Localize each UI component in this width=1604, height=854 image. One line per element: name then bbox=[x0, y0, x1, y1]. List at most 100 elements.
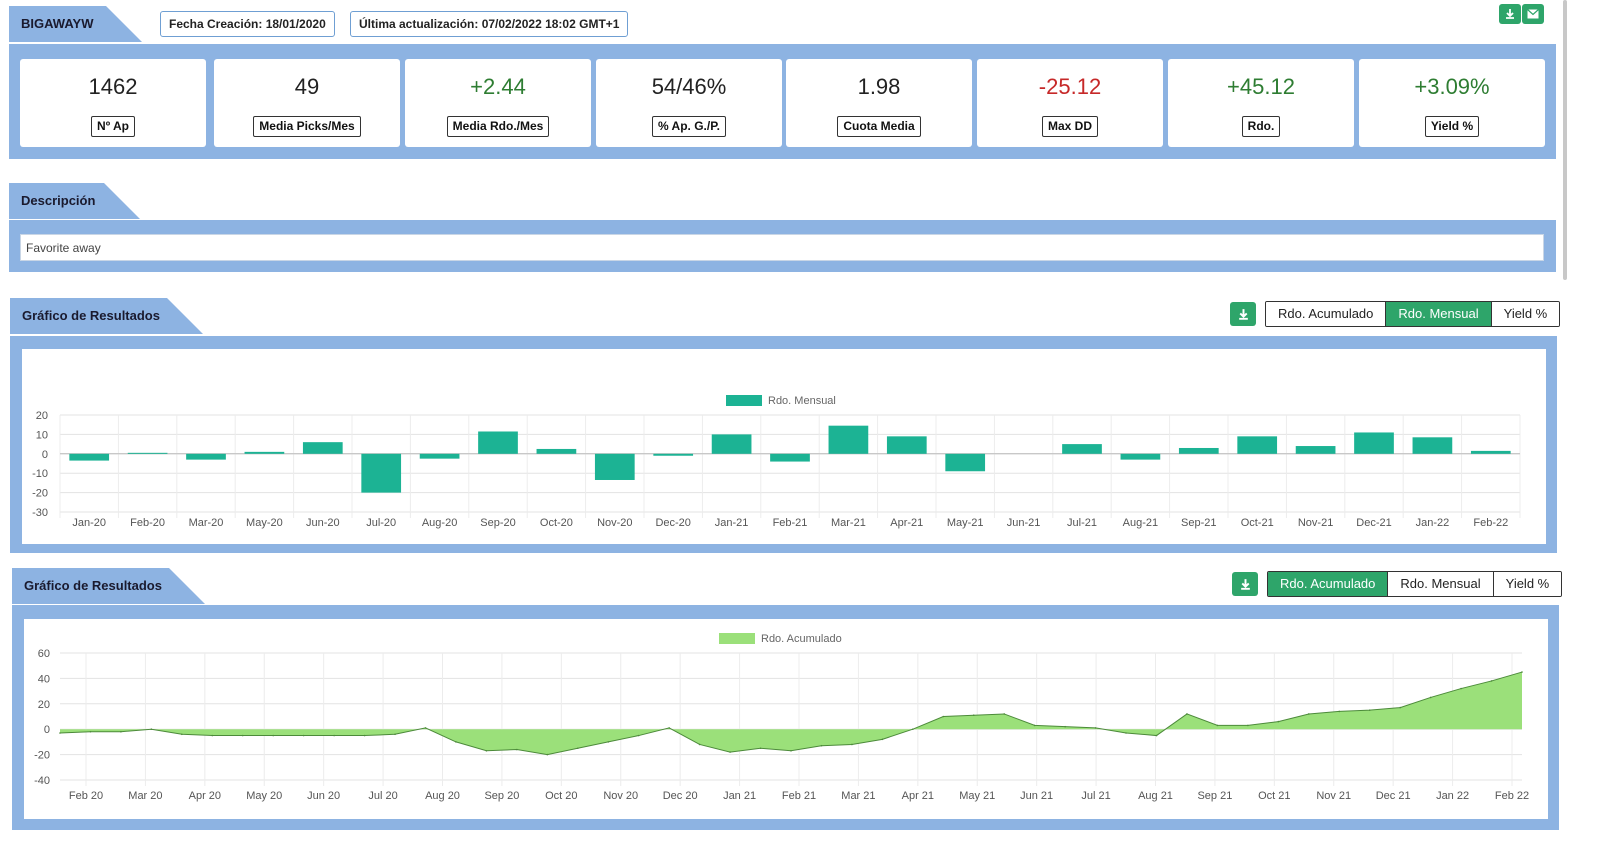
stat-card: 1462 Nº Ap bbox=[20, 59, 206, 147]
x-tick-label: Jul 20 bbox=[368, 790, 397, 802]
stat-value: 54/46% bbox=[651, 74, 727, 99]
x-tick-label: Nov 20 bbox=[603, 790, 638, 802]
x-tick-label: Dec-20 bbox=[655, 517, 690, 529]
strategy-name: BIGAWAYW bbox=[21, 16, 94, 31]
stat-label: Max DD bbox=[1041, 116, 1098, 137]
data-point bbox=[1125, 732, 1127, 734]
stat-label: Rdo. bbox=[1241, 116, 1281, 137]
bar bbox=[1062, 444, 1102, 454]
y-tick-label: 0 bbox=[44, 724, 50, 736]
bar bbox=[1354, 432, 1394, 454]
stat-value: +3.09% bbox=[1414, 74, 1490, 99]
download-icon bbox=[1240, 578, 1250, 590]
data-point bbox=[485, 749, 488, 752]
x-tick-label: Feb-20 bbox=[130, 517, 165, 529]
chart2-btn-mensual[interactable]: Rdo. Mensual bbox=[1387, 572, 1493, 596]
data-point bbox=[1216, 724, 1219, 727]
stat-value: -25.12 bbox=[1038, 74, 1102, 99]
x-tick-label: Aug 20 bbox=[425, 790, 460, 802]
stat-label: Cuota Media bbox=[837, 116, 921, 137]
chart1-btn-yield[interactable]: Yield % bbox=[1490, 302, 1560, 326]
y-tick-label: -20 bbox=[32, 488, 48, 500]
bar bbox=[828, 425, 869, 454]
data-point bbox=[1247, 724, 1249, 727]
creation-date-chip: Fecha Creación: 18/01/2020 bbox=[160, 11, 335, 37]
x-tick-label: Sep 20 bbox=[484, 790, 519, 802]
x-tick-label: Jun 20 bbox=[307, 790, 340, 802]
bar bbox=[419, 453, 460, 459]
data-point bbox=[272, 734, 275, 737]
stat-card: 1.98 Cuota Media bbox=[786, 59, 972, 147]
scrollbar[interactable] bbox=[1563, 0, 1567, 280]
x-tick-label: Jan-20 bbox=[72, 517, 106, 529]
y-tick-label: -20 bbox=[34, 750, 50, 762]
x-tick-label: Feb-21 bbox=[773, 517, 808, 529]
chart1-download-button[interactable] bbox=[1230, 302, 1256, 326]
x-tick-label: Oct-21 bbox=[1241, 517, 1274, 529]
x-tick-label: Aug-21 bbox=[1123, 517, 1158, 529]
data-point bbox=[1338, 710, 1341, 713]
data-point bbox=[1064, 725, 1066, 728]
x-tick-label: Dec 21 bbox=[1376, 790, 1411, 802]
x-tick-label: Mar-21 bbox=[831, 517, 866, 529]
chart1-btn-acumulado[interactable]: Rdo. Acumulado bbox=[1266, 302, 1386, 326]
chart1-tab: Gráfico de Resultados bbox=[10, 298, 203, 334]
x-tick-label: Sep-20 bbox=[480, 517, 515, 529]
data-point bbox=[637, 734, 640, 737]
data-point bbox=[1399, 706, 1401, 709]
bar bbox=[886, 436, 927, 454]
data-point bbox=[363, 734, 366, 737]
x-tick-label: Oct 20 bbox=[545, 790, 577, 802]
y-tick-label: 0 bbox=[42, 449, 48, 461]
y-tick-label: 60 bbox=[38, 648, 50, 660]
bar bbox=[69, 453, 110, 461]
stat-card: +45.12 Rdo. bbox=[1168, 59, 1354, 147]
bar bbox=[594, 453, 635, 480]
bar bbox=[536, 448, 577, 454]
chart2-mode-toggle: Rdo. Acumulado Rdo. Mensual Yield % bbox=[1267, 571, 1563, 597]
stat-label: Nº Ap bbox=[91, 116, 135, 137]
bar bbox=[711, 434, 752, 454]
stat-value: 1462 bbox=[88, 74, 138, 99]
x-tick-label: Oct-20 bbox=[540, 517, 573, 529]
x-tick-label: Dec-21 bbox=[1356, 517, 1391, 529]
stat-card: +3.09% Yield % bbox=[1359, 59, 1545, 147]
area-fill bbox=[60, 672, 1522, 755]
bar bbox=[361, 453, 402, 493]
data-point bbox=[698, 743, 701, 746]
chart2-btn-acumulado[interactable]: Rdo. Acumulado bbox=[1268, 572, 1388, 596]
data-point bbox=[1155, 734, 1158, 737]
email-button[interactable] bbox=[1522, 4, 1544, 24]
bar bbox=[244, 451, 285, 454]
bar bbox=[945, 453, 986, 472]
data-point bbox=[759, 747, 762, 750]
chart2-btn-yield[interactable]: Yield % bbox=[1492, 572, 1562, 596]
description-tab: Descripción bbox=[9, 183, 140, 219]
chart1-btn-mensual[interactable]: Rdo. Mensual bbox=[1385, 302, 1491, 326]
stat-card: +2.44 Media Rdo./Mes bbox=[405, 59, 591, 147]
stat-value: +2.44 bbox=[470, 74, 526, 99]
data-point bbox=[881, 738, 884, 741]
data-point bbox=[89, 730, 92, 733]
envelope-icon bbox=[1527, 9, 1539, 19]
chart2-tab: Gráfico de Resultados bbox=[12, 568, 205, 604]
stat-value: 49 bbox=[294, 74, 320, 99]
data-point bbox=[333, 734, 335, 737]
stat-value: +45.12 bbox=[1227, 74, 1295, 99]
data-point bbox=[1033, 724, 1036, 727]
download-button[interactable] bbox=[1499, 4, 1521, 24]
data-point bbox=[1521, 671, 1523, 673]
x-tick-label: Feb 20 bbox=[69, 790, 103, 802]
bar bbox=[1295, 446, 1336, 454]
description-title: Descripción bbox=[21, 193, 96, 208]
x-tick-label: Mar-20 bbox=[189, 517, 224, 529]
data-point bbox=[1094, 727, 1097, 729]
chart2-download-button[interactable] bbox=[1232, 572, 1258, 596]
bar bbox=[1178, 447, 1219, 454]
data-point bbox=[1186, 713, 1188, 715]
data-point bbox=[820, 744, 823, 747]
x-tick-label: Feb 21 bbox=[782, 790, 816, 802]
x-tick-label: Mar 21 bbox=[841, 790, 875, 802]
x-tick-label: Oct 21 bbox=[1258, 790, 1290, 802]
stat-value: 1.98 bbox=[857, 74, 901, 99]
